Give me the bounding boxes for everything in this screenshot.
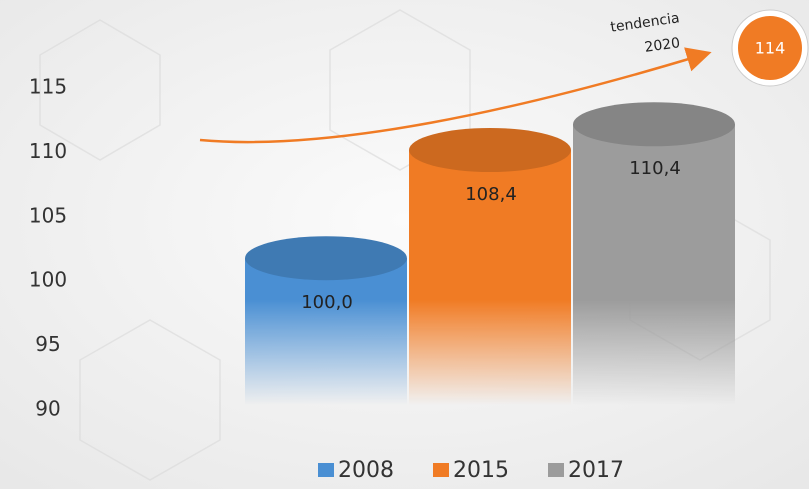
y-tick-label: 100 — [29, 268, 67, 292]
legend-label: 2008 — [338, 458, 394, 483]
legend-label: 2017 — [568, 458, 624, 483]
bar-shade — [409, 150, 571, 410]
cylinder-top — [573, 102, 735, 147]
trend-value: 114 — [755, 39, 786, 58]
value-label: 110,4 — [629, 158, 681, 179]
legend-swatch — [433, 463, 449, 477]
trend-label: 2020 — [644, 35, 682, 56]
y-tick-label: 115 — [29, 75, 67, 99]
cylinder — [573, 102, 735, 411]
value-label: 100,0 — [301, 292, 353, 313]
y-tick-label: 95 — [35, 332, 60, 356]
cylinder — [245, 236, 407, 410]
cylinder-top — [245, 236, 407, 281]
y-tick-label: 90 — [35, 397, 60, 421]
cylinder — [409, 128, 571, 410]
cylinder-top — [409, 128, 571, 173]
trend-arrow — [199, 47, 712, 144]
bar-shade — [573, 124, 735, 411]
legend-swatch — [318, 463, 334, 477]
y-tick-label: 105 — [29, 203, 67, 227]
value-label: 108,4 — [465, 184, 517, 205]
trend-bubble — [738, 16, 802, 80]
y-tick-label: 110 — [29, 139, 67, 163]
bar-shade — [245, 258, 407, 410]
legend-label: 2015 — [453, 458, 509, 483]
legend-swatch — [548, 463, 564, 477]
